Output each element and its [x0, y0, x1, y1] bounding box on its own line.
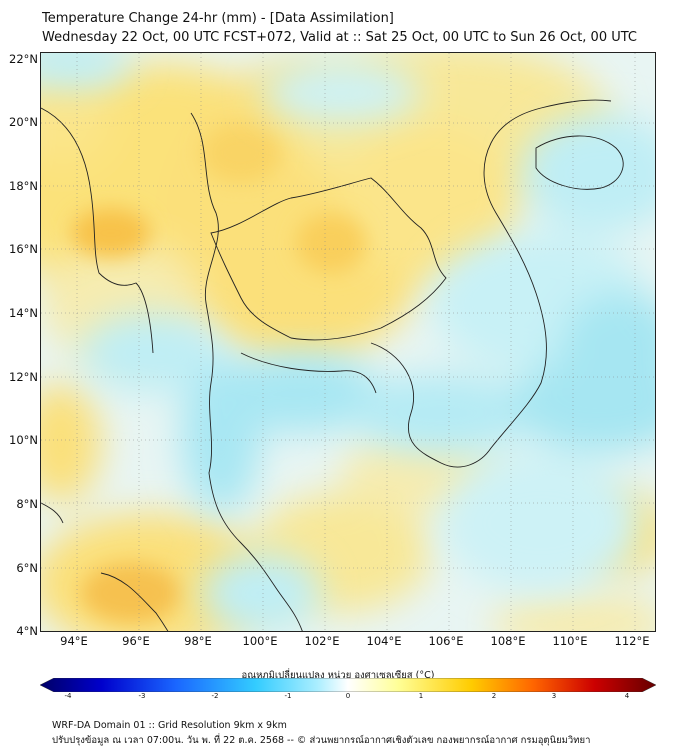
colorbar-tick-m2: -2 — [211, 692, 219, 700]
colorbar-tick-m4: -4 — [64, 692, 72, 700]
lat-label-12n: 12°N — [9, 370, 38, 384]
temperature-map[interactable] — [40, 52, 656, 632]
lon-label-102e: 102°E — [304, 634, 340, 648]
map-field — [41, 53, 655, 631]
map-title: Temperature Change 24-hr (mm) - [Data As… — [42, 11, 394, 26]
lat-label-20n: 20°N — [9, 115, 38, 129]
footer-model-info: WRF-DA Domain 01 :: Grid Resolution 9km … — [52, 720, 287, 731]
lat-label-10n: 10°N — [9, 433, 38, 447]
lon-label-106e: 106°E — [428, 634, 464, 648]
graticule — [41, 53, 655, 631]
colorbar-tick-m3: -3 — [138, 692, 146, 700]
lon-label-94e: 94°E — [60, 634, 88, 648]
lat-label-14n: 14°N — [9, 306, 38, 320]
colorbar — [40, 678, 656, 692]
colorbar-tick-m1: -1 — [284, 692, 292, 700]
colorbar-tick-1: 1 — [418, 692, 424, 700]
lon-label-110e: 110°E — [552, 634, 588, 648]
lat-label-4n: 4°N — [16, 624, 38, 638]
lon-label-98e: 98°E — [184, 634, 212, 648]
lat-label-16n: 16°N — [9, 242, 38, 256]
colorbar-tick-2: 2 — [491, 692, 497, 700]
lon-label-108e: 108°E — [490, 634, 526, 648]
lon-label-112e: 112°E — [614, 634, 650, 648]
lat-label-8n: 8°N — [16, 497, 38, 511]
colorbar-title: อุณหภูมิเปลี่ยนแปลง หน่วย องศาเซลเซียส (… — [241, 670, 435, 681]
colorbar-tick-0: 0 — [345, 692, 351, 700]
map-subtitle: Wednesday 22 Oct, 00 UTC FCST+072, Valid… — [42, 30, 638, 45]
lat-label-22n: 22°N — [9, 52, 38, 66]
colorbar-tick-3: 3 — [551, 692, 557, 700]
lon-label-96e: 96°E — [122, 634, 150, 648]
lat-label-6n: 6°N — [16, 561, 38, 575]
coastlines — [41, 99, 624, 631]
colorbar-tick-4: 4 — [624, 692, 630, 700]
lat-label-18n: 18°N — [9, 179, 38, 193]
hot-spots — [71, 123, 366, 623]
lon-label-104e: 104°E — [366, 634, 402, 648]
footer-update-info: ปรับปรุงข้อมูล ณ เวลา 07:00น. วัน พ. ที่… — [52, 735, 591, 746]
lon-label-100e: 100°E — [242, 634, 278, 648]
